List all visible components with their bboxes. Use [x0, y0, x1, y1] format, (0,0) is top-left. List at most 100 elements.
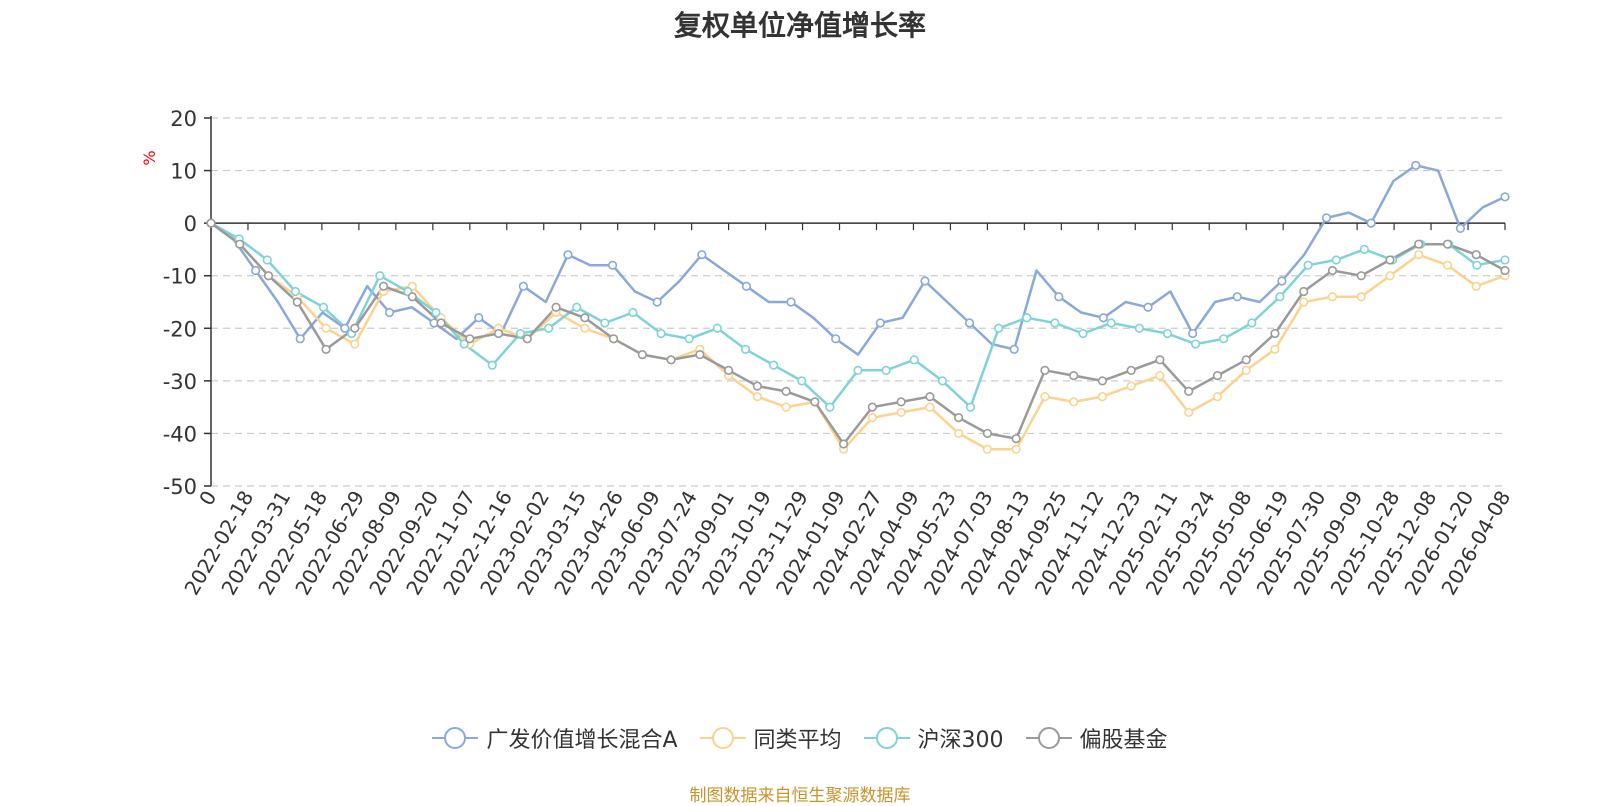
data-point — [600, 318, 610, 328]
data-point — [1500, 265, 1510, 276]
data-point — [262, 255, 272, 265]
data-point — [1270, 328, 1280, 339]
data-point — [1184, 407, 1194, 418]
data-point — [1188, 328, 1198, 339]
data-point — [1411, 160, 1421, 170]
data-point — [684, 334, 694, 344]
data-point — [1126, 365, 1136, 375]
data-point — [740, 344, 751, 354]
data-point — [1247, 318, 1257, 328]
data-point — [407, 292, 417, 302]
data-point — [378, 281, 389, 291]
series-line — [210, 164, 1506, 356]
data-point — [1241, 365, 1251, 375]
data-point — [263, 271, 274, 281]
data-point — [786, 297, 796, 307]
y-tick-label: -10 — [163, 265, 197, 289]
y-tick-label: -50 — [163, 475, 197, 499]
data-point — [1143, 302, 1153, 312]
data-point — [607, 260, 618, 270]
chart-title: 复权单位净值增长率 — [673, 9, 926, 42]
legend-label: 广发价值增长混合A — [486, 728, 678, 753]
data-point — [723, 365, 734, 375]
data-point — [1184, 386, 1194, 396]
data-point — [781, 402, 791, 412]
data-point — [994, 323, 1004, 333]
data-point — [810, 397, 820, 407]
data-point — [321, 323, 331, 333]
data-point — [781, 386, 791, 396]
data-point — [1442, 260, 1453, 270]
data-point — [896, 407, 906, 418]
y-tick-label: 0 — [184, 212, 197, 236]
data-point — [321, 344, 331, 354]
data-point — [1414, 239, 1424, 249]
data-point — [909, 355, 919, 365]
data-point — [384, 307, 395, 318]
series-line — [210, 222, 1506, 446]
data-point — [867, 413, 877, 423]
data-point — [459, 339, 469, 349]
data-point — [1212, 371, 1223, 381]
y-tick-label: 20 — [170, 107, 197, 131]
data-point — [637, 349, 647, 360]
data-point — [1040, 392, 1050, 402]
data-point — [628, 307, 638, 318]
data-point — [867, 402, 877, 412]
data-point — [350, 323, 360, 333]
data-point — [1232, 292, 1242, 302]
data-point — [954, 428, 964, 439]
y-tick-label: -30 — [163, 370, 197, 394]
data-point — [925, 392, 935, 402]
data-point — [982, 444, 993, 454]
data-point — [1190, 339, 1201, 349]
data-point — [1134, 323, 1144, 333]
legend-item-fund[interactable]: 广发价值增长混合A — [432, 722, 678, 754]
data-point — [572, 302, 582, 312]
data-point — [831, 334, 841, 344]
legend-label: 沪深300 — [917, 728, 1004, 753]
data-point — [474, 313, 484, 323]
data-point — [1069, 397, 1079, 407]
data-point — [1299, 297, 1309, 307]
data-point — [1471, 250, 1481, 260]
data-point — [1500, 255, 1510, 265]
data-point — [1078, 328, 1088, 339]
data-point — [431, 307, 441, 318]
data-point — [487, 360, 497, 370]
data-point — [580, 323, 590, 333]
data-point — [563, 250, 573, 260]
data-point — [1106, 318, 1116, 328]
data-point — [1097, 392, 1108, 402]
data-point — [251, 265, 261, 276]
data-point — [206, 218, 216, 228]
data-point — [825, 402, 835, 412]
data-point — [697, 250, 707, 260]
data-point — [875, 318, 885, 328]
data-point — [515, 328, 526, 339]
legend-line-icon — [699, 726, 746, 750]
legend-line-icon — [1025, 726, 1072, 750]
data-point — [290, 286, 300, 297]
legend-item-peer-average[interactable]: 同类平均 — [699, 722, 842, 754]
legend-item-equity-fund[interactable]: 偏股基金 — [1025, 722, 1168, 754]
data-point — [1299, 286, 1309, 297]
data-point — [652, 297, 662, 307]
legend: 广发价值增长混合A 同类平均 沪深300 偏股基金 — [0, 722, 1600, 754]
data-point — [295, 334, 305, 344]
data-point — [1022, 313, 1032, 323]
data-point — [1126, 381, 1136, 391]
data-point — [695, 349, 705, 360]
data-point — [1331, 255, 1341, 265]
legend-line-icon — [863, 726, 910, 750]
data-point — [1385, 271, 1395, 281]
data-point — [1011, 434, 1021, 444]
data-point — [982, 428, 993, 439]
data-point — [1241, 355, 1251, 365]
legend-item-hs300[interactable]: 沪深300 — [863, 722, 1004, 754]
data-point — [375, 271, 385, 281]
data-point — [1471, 281, 1481, 291]
data-point — [752, 392, 762, 402]
y-tick-label: 10 — [170, 160, 197, 184]
